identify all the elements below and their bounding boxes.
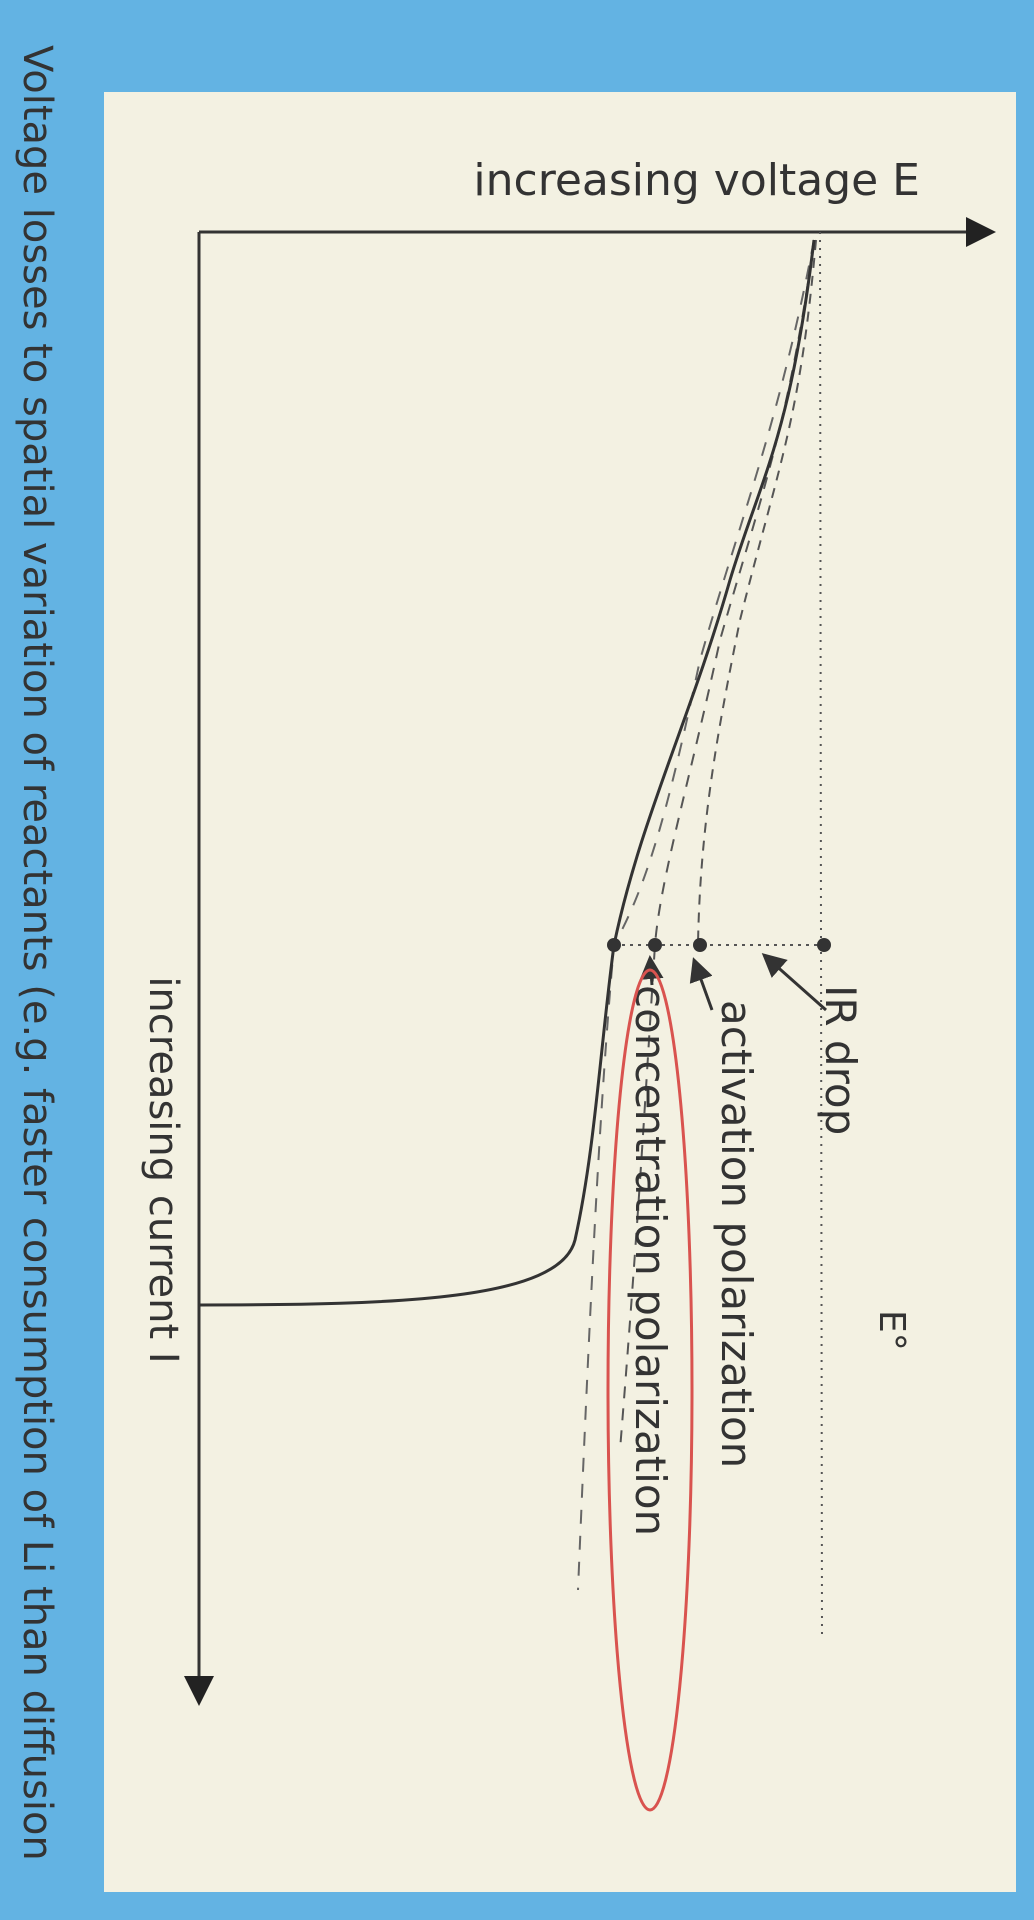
e0-label: E° — [871, 1310, 912, 1351]
ir-curve — [697, 239, 817, 946]
caption: Voltage losses to spatial variation of r… — [14, 45, 60, 1861]
dot — [693, 938, 707, 952]
panel — [104, 92, 1016, 1892]
e0-line — [819, 231, 823, 1641]
concentration-label: concentration polarization — [626, 985, 675, 1536]
dot — [648, 938, 662, 952]
ir-drop-label: IR drop — [816, 985, 865, 1135]
concentration-curve — [577, 239, 815, 1591]
dot — [817, 938, 831, 952]
current-axis-label: increasing current I — [140, 976, 186, 1363]
dot — [607, 938, 621, 952]
voltage-axis-label: increasing voltage E — [473, 155, 920, 206]
arrow — [689, 957, 714, 1011]
activation-label: activation polarization — [712, 1000, 761, 1468]
arrow — [761, 953, 827, 1012]
highlight-ellipse — [606, 968, 694, 1812]
